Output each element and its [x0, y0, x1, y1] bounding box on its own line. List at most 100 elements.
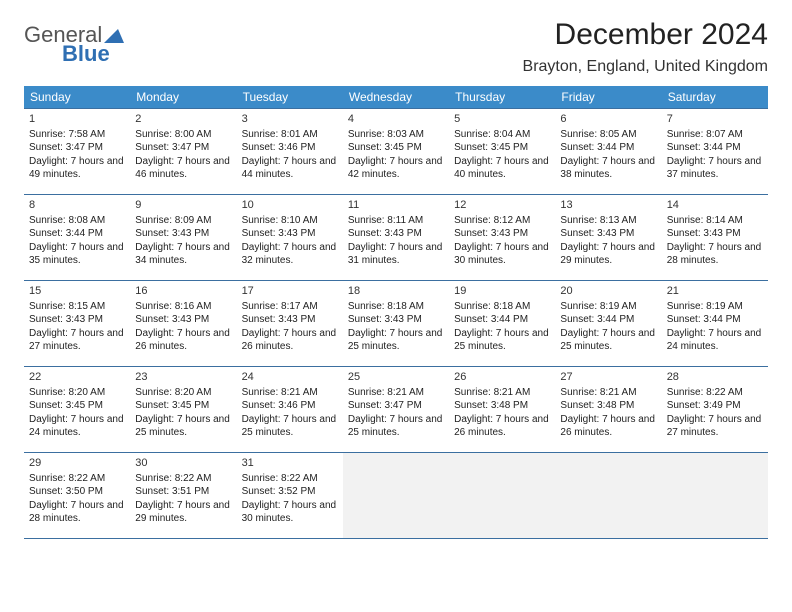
- daylight-line: Daylight: 7 hours and 29 minutes.: [135, 499, 231, 526]
- sunrise-line: Sunrise: 8:04 AM: [454, 128, 550, 142]
- daylight-line: Daylight: 7 hours and 25 minutes.: [135, 413, 231, 440]
- sunset-line: Sunset: 3:47 PM: [348, 399, 444, 413]
- weekday-header: Friday: [555, 86, 661, 109]
- sunrise-line: Sunrise: 8:17 AM: [242, 300, 338, 314]
- calendar-day-cell: 21Sunrise: 8:19 AMSunset: 3:44 PMDayligh…: [662, 281, 768, 367]
- daylight-line: Daylight: 7 hours and 26 minutes.: [242, 327, 338, 354]
- calendar-week-row: 8Sunrise: 8:08 AMSunset: 3:44 PMDaylight…: [24, 195, 768, 281]
- daylight-line: Daylight: 7 hours and 32 minutes.: [242, 241, 338, 268]
- sunset-line: Sunset: 3:50 PM: [29, 485, 125, 499]
- sunset-line: Sunset: 3:47 PM: [29, 141, 125, 155]
- calendar-day-cell: 3Sunrise: 8:01 AMSunset: 3:46 PMDaylight…: [237, 109, 343, 195]
- sunrise-line: Sunrise: 8:21 AM: [242, 386, 338, 400]
- day-number: 15: [29, 284, 125, 299]
- sunset-line: Sunset: 3:43 PM: [135, 227, 231, 241]
- sunrise-line: Sunrise: 8:03 AM: [348, 128, 444, 142]
- calendar-day-cell: 20Sunrise: 8:19 AMSunset: 3:44 PMDayligh…: [555, 281, 661, 367]
- calendar-day-cell: 27Sunrise: 8:21 AMSunset: 3:48 PMDayligh…: [555, 367, 661, 453]
- daylight-line: Daylight: 7 hours and 42 minutes.: [348, 155, 444, 182]
- daylight-line: Daylight: 7 hours and 25 minutes.: [348, 413, 444, 440]
- day-number: 19: [454, 284, 550, 299]
- calendar-day-cell: 24Sunrise: 8:21 AMSunset: 3:46 PMDayligh…: [237, 367, 343, 453]
- month-title: December 2024: [523, 18, 768, 52]
- sunset-line: Sunset: 3:51 PM: [135, 485, 231, 499]
- sunset-line: Sunset: 3:44 PM: [29, 227, 125, 241]
- sunset-line: Sunset: 3:43 PM: [454, 227, 550, 241]
- sunset-line: Sunset: 3:43 PM: [667, 227, 763, 241]
- calendar-day-cell: 5Sunrise: 8:04 AMSunset: 3:45 PMDaylight…: [449, 109, 555, 195]
- weekday-header: Tuesday: [237, 86, 343, 109]
- daylight-line: Daylight: 7 hours and 40 minutes.: [454, 155, 550, 182]
- calendar-week-row: 22Sunrise: 8:20 AMSunset: 3:45 PMDayligh…: [24, 367, 768, 453]
- sunset-line: Sunset: 3:48 PM: [454, 399, 550, 413]
- daylight-line: Daylight: 7 hours and 34 minutes.: [135, 241, 231, 268]
- sunrise-line: Sunrise: 8:11 AM: [348, 214, 444, 228]
- calendar-day-cell: 31Sunrise: 8:22 AMSunset: 3:52 PMDayligh…: [237, 453, 343, 539]
- day-number: 21: [667, 284, 763, 299]
- day-number: 18: [348, 284, 444, 299]
- sunset-line: Sunset: 3:45 PM: [135, 399, 231, 413]
- calendar-table: SundayMondayTuesdayWednesdayThursdayFrid…: [24, 86, 768, 539]
- sunrise-line: Sunrise: 8:21 AM: [454, 386, 550, 400]
- day-number: 27: [560, 370, 656, 385]
- daylight-line: Daylight: 7 hours and 30 minutes.: [242, 499, 338, 526]
- day-number: 10: [242, 198, 338, 213]
- day-number: 7: [667, 112, 763, 127]
- weekday-header-row: SundayMondayTuesdayWednesdayThursdayFrid…: [24, 86, 768, 109]
- location-text: Brayton, England, United Kingdom: [523, 58, 768, 76]
- sunrise-line: Sunrise: 8:10 AM: [242, 214, 338, 228]
- calendar-day-cell: 4Sunrise: 8:03 AMSunset: 3:45 PMDaylight…: [343, 109, 449, 195]
- sunrise-line: Sunrise: 8:22 AM: [667, 386, 763, 400]
- daylight-line: Daylight: 7 hours and 26 minutes.: [454, 413, 550, 440]
- day-number: 22: [29, 370, 125, 385]
- sunset-line: Sunset: 3:46 PM: [242, 141, 338, 155]
- sunrise-line: Sunrise: 8:07 AM: [667, 128, 763, 142]
- calendar-day-cell: 8Sunrise: 8:08 AMSunset: 3:44 PMDaylight…: [24, 195, 130, 281]
- sunrise-line: Sunrise: 8:01 AM: [242, 128, 338, 142]
- daylight-line: Daylight: 7 hours and 27 minutes.: [667, 413, 763, 440]
- day-number: 30: [135, 456, 231, 471]
- daylight-line: Daylight: 7 hours and 24 minutes.: [29, 413, 125, 440]
- sunset-line: Sunset: 3:47 PM: [135, 141, 231, 155]
- calendar-day-cell: 18Sunrise: 8:18 AMSunset: 3:43 PMDayligh…: [343, 281, 449, 367]
- daylight-line: Daylight: 7 hours and 29 minutes.: [560, 241, 656, 268]
- calendar-day-cell: 28Sunrise: 8:22 AMSunset: 3:49 PMDayligh…: [662, 367, 768, 453]
- calendar-day-cell: 16Sunrise: 8:16 AMSunset: 3:43 PMDayligh…: [130, 281, 236, 367]
- sunrise-line: Sunrise: 8:22 AM: [135, 472, 231, 486]
- calendar-day-cell: 29Sunrise: 8:22 AMSunset: 3:50 PMDayligh…: [24, 453, 130, 539]
- title-block: December 2024 Brayton, England, United K…: [523, 18, 768, 76]
- daylight-line: Daylight: 7 hours and 25 minutes.: [560, 327, 656, 354]
- sunrise-line: Sunrise: 8:22 AM: [242, 472, 338, 486]
- calendar-day-cell: 6Sunrise: 8:05 AMSunset: 3:44 PMDaylight…: [555, 109, 661, 195]
- sunrise-line: Sunrise: 8:21 AM: [560, 386, 656, 400]
- calendar-day-cell: 30Sunrise: 8:22 AMSunset: 3:51 PMDayligh…: [130, 453, 236, 539]
- day-number: 6: [560, 112, 656, 127]
- day-number: 14: [667, 198, 763, 213]
- day-number: 31: [242, 456, 338, 471]
- day-number: 16: [135, 284, 231, 299]
- day-number: 4: [348, 112, 444, 127]
- calendar-day-cell: 17Sunrise: 8:17 AMSunset: 3:43 PMDayligh…: [237, 281, 343, 367]
- daylight-line: Daylight: 7 hours and 28 minutes.: [29, 499, 125, 526]
- calendar-week-row: 15Sunrise: 8:15 AMSunset: 3:43 PMDayligh…: [24, 281, 768, 367]
- day-number: 8: [29, 198, 125, 213]
- day-number: 12: [454, 198, 550, 213]
- daylight-line: Daylight: 7 hours and 30 minutes.: [454, 241, 550, 268]
- day-number: 17: [242, 284, 338, 299]
- daylight-line: Daylight: 7 hours and 49 minutes.: [29, 155, 125, 182]
- sunset-line: Sunset: 3:45 PM: [29, 399, 125, 413]
- daylight-line: Daylight: 7 hours and 27 minutes.: [29, 327, 125, 354]
- calendar-day-cell: 2Sunrise: 8:00 AMSunset: 3:47 PMDaylight…: [130, 109, 236, 195]
- sunset-line: Sunset: 3:46 PM: [242, 399, 338, 413]
- calendar-empty-cell: [555, 453, 661, 539]
- daylight-line: Daylight: 7 hours and 26 minutes.: [135, 327, 231, 354]
- sunset-line: Sunset: 3:52 PM: [242, 485, 338, 499]
- calendar-day-cell: 11Sunrise: 8:11 AMSunset: 3:43 PMDayligh…: [343, 195, 449, 281]
- calendar-empty-cell: [662, 453, 768, 539]
- day-number: 28: [667, 370, 763, 385]
- header: General Blue December 2024 Brayton, Engl…: [24, 18, 768, 76]
- daylight-line: Daylight: 7 hours and 25 minutes.: [348, 327, 444, 354]
- day-number: 3: [242, 112, 338, 127]
- sunrise-line: Sunrise: 7:58 AM: [29, 128, 125, 142]
- daylight-line: Daylight: 7 hours and 37 minutes.: [667, 155, 763, 182]
